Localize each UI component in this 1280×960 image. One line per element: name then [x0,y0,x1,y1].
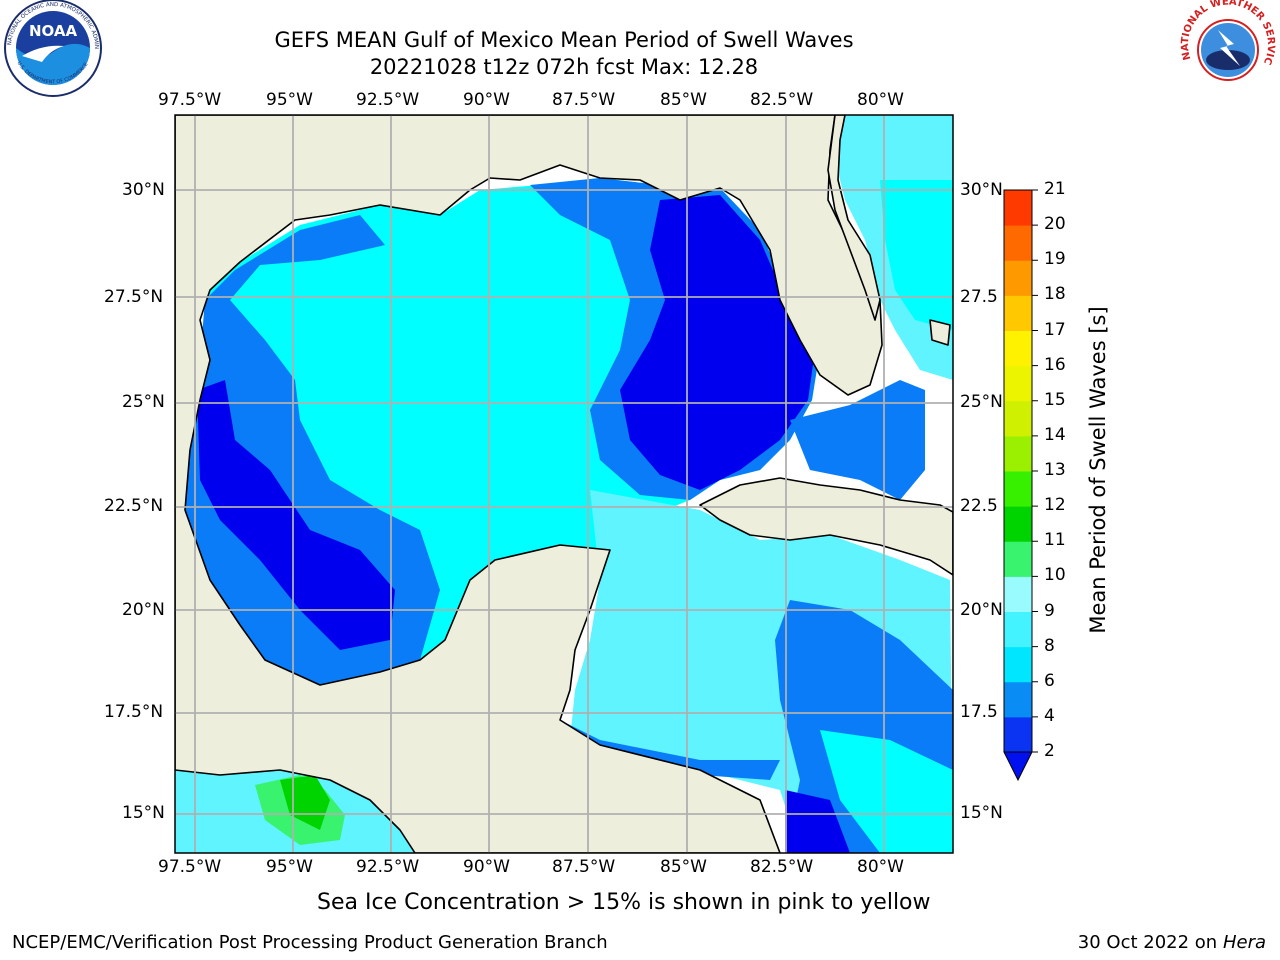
colorbar-band [1004,190,1032,226]
colorbar-tick-label: 9 [1044,600,1055,621]
lon-label: 97.5°W [158,90,222,110]
colorbar-tick-label: 14 [1044,424,1066,445]
colorbar-tick-label: 18 [1044,284,1066,305]
lat-label: 20°N [960,600,1003,620]
colorbar-tick-label: 20 [1044,214,1066,235]
chart-subtitle: 20221028 t12z 072h fcst Max: 12.28 [369,55,759,79]
west-midblue-region [185,215,440,685]
lon-label: 92.5°W [356,857,420,877]
colorbar-band [1004,646,1032,683]
caribbean-deep-region [785,790,850,853]
sea-ice-note: Sea Ice Concentration > 15% is shown in … [317,890,931,915]
land-mass-2 [699,477,953,576]
footer-date: 30 Oct 2022 on Hera [1078,932,1266,953]
land-mass-0 [175,115,883,853]
colorbar-band [1004,365,1032,402]
lat-label: 17.5 [960,702,998,722]
lat-label: 25°N [122,392,165,412]
colorbar-band [1004,611,1032,648]
colorbar-tick-label: 13 [1044,460,1066,480]
land-mass-3 [929,319,951,346]
colorbar-band [1004,295,1032,331]
atlantic-cyan-region [880,180,953,330]
lon-label: 82.5°W [750,857,814,877]
lat-label: 15°N [960,803,1003,823]
colorbar-tick-label: 2 [1044,741,1055,761]
nws-logo: NATIONAL WEATHER SERVICE [1178,0,1276,96]
footer-credit: NCEP/EMC/Verification Post Processing Pr… [12,932,608,953]
map-frame [174,114,954,854]
colorbar-tick-label: 21 [1044,179,1066,199]
chart-title: GEFS MEAN Gulf of Mexico Mean Period of … [274,28,854,52]
lat-lon-grid [175,115,953,853]
lat-label: 27.5°N [104,287,164,307]
straits-region [790,380,925,500]
lat-label: 30°N [122,180,165,200]
colorbar-band [1004,576,1032,612]
caribbean-cyan-region [820,730,953,853]
colorbar-band [1004,225,1032,261]
colorbar-tick-label: 17 [1044,319,1066,340]
lon-label: 80°W [857,90,904,110]
lon-label: 90°W [463,90,510,110]
colorbar [1003,189,1038,782]
colorbar-tick-label: 19 [1044,249,1066,270]
colorbar-tick-label: 4 [1044,705,1055,726]
lon-label: 95°W [266,857,313,877]
west-deepblue-region [197,380,395,650]
lon-label: 85°W [660,90,707,110]
lon-label: 87.5°W [552,90,616,110]
east-deepblue-region [620,195,815,490]
colorbar-band [1004,400,1032,437]
colorbar-band [1004,506,1032,542]
land-mass-1 [827,115,881,321]
colorbar-band [1004,260,1032,296]
lat-label: 22.5 [960,496,998,516]
lon-label: 97.5°W [158,857,222,877]
lat-label: 20°N [122,600,165,620]
svg-text:NOAA: NOAA [29,22,78,40]
colorbar-band [1004,471,1032,507]
colorbar-tick-label: 16 [1044,354,1066,375]
lat-label: 25°N [960,392,1003,412]
lon-label: 80°W [857,857,904,877]
colorbar-tick-label: 12 [1044,495,1066,516]
map-plot-area [175,115,953,853]
colorbar-tick-label: 6 [1044,670,1055,691]
footer-host: Hera [1222,932,1266,953]
colorbar-tick-label: 8 [1044,635,1055,656]
lat-label: 17.5°N [104,702,164,722]
colorbar-tick-label: 10 [1044,565,1066,586]
lon-label: 90°W [463,857,510,877]
footer-date-text: 30 Oct 2022 on [1077,932,1223,953]
colorbar-tick-label: 11 [1044,530,1066,551]
lon-label: 95°W [266,90,313,110]
lat-label: 15°N [122,803,165,823]
lon-label: 87.5°W [552,857,616,877]
lon-label: 82.5°W [750,90,814,110]
colorbar-under-arrow [1003,751,1033,782]
lat-label: 30°N [960,180,1003,200]
colorbar-band [1004,681,1032,718]
colorbar-band [1004,330,1032,367]
colorbar-tick-label: 15 [1044,389,1066,410]
colorbar-label: Mean Period of Swell Waves [s] [1086,306,1110,634]
lon-label: 85°W [660,857,707,877]
lon-label: 92.5°W [356,90,420,110]
lat-label: 27.5 [960,287,998,307]
colorbar-band [1004,541,1032,577]
colorbar-band [1004,435,1032,472]
noaa-logo: NOAA NATIONAL OCEANIC AND ATMOSPHERIC AD… [2,0,102,97]
colorbar-band [1004,716,1032,753]
lat-label: 22.5°N [104,496,164,516]
